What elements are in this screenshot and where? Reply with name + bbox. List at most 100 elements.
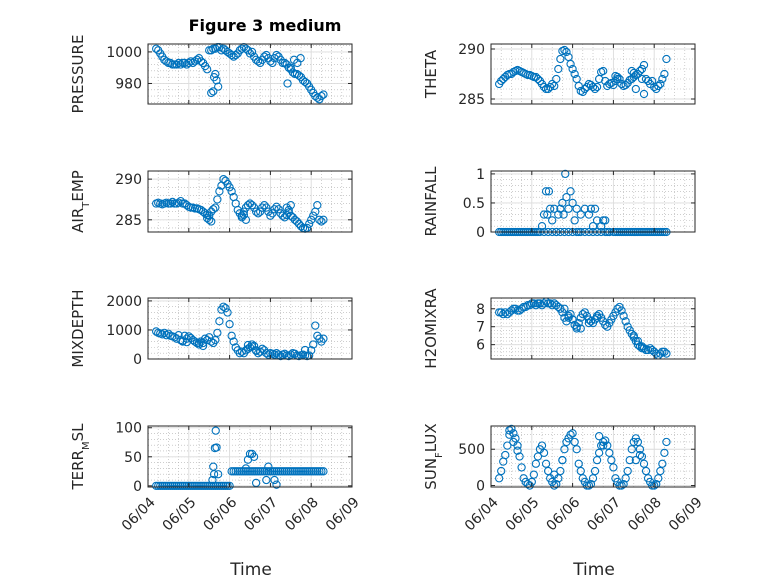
data-point: [509, 437, 518, 447]
data-point: [272, 480, 281, 489]
data-point: [584, 481, 594, 490]
data-point: [213, 328, 222, 338]
data-point: [599, 66, 608, 76]
data-point: [176, 60, 185, 69]
y-tick-label: 290: [115, 172, 142, 188]
data-point: [249, 452, 259, 461]
data-point: [576, 324, 585, 333]
y-axis-label: TERRMSL: [69, 423, 92, 491]
data-point: [592, 216, 602, 225]
data-point: [584, 210, 594, 219]
data-point: [200, 209, 210, 218]
data-point: [158, 330, 167, 339]
data-point: [635, 66, 645, 76]
data-point: [623, 466, 632, 476]
data-point: [274, 350, 283, 359]
y-axis-label: H2OMIXRA: [422, 288, 440, 369]
data-point: [219, 302, 228, 311]
y-tick-label: 0: [133, 479, 142, 495]
data-point: [315, 215, 324, 224]
data-point: [501, 450, 510, 460]
data-point: [166, 58, 175, 68]
data-point: [550, 481, 559, 490]
data-point: [566, 59, 575, 69]
data-point: [570, 69, 579, 79]
y-tick-label: 6: [476, 338, 485, 354]
data-point: [574, 459, 583, 468]
data-point: [566, 309, 575, 319]
data-point: [613, 304, 622, 313]
data-point: [262, 203, 271, 212]
data-point: [656, 79, 665, 89]
data-point: [254, 57, 263, 66]
x-tick-label: 06/09: [666, 494, 706, 534]
data-point: [209, 470, 219, 479]
data-point: [548, 301, 557, 310]
data-point: [196, 57, 206, 66]
panel-7: 0 50 100 06/04 06/05 06/06 06/07 06/08 06/09 TERR…: [69, 421, 363, 535]
data-point: [629, 68, 638, 78]
data-point: [546, 299, 555, 308]
data-point: [511, 304, 520, 313]
data-point: [639, 60, 649, 70]
y-axis-label-sub: M: [81, 441, 92, 450]
data-point: [499, 309, 508, 319]
data-point: [539, 299, 549, 308]
data-point: [562, 192, 571, 202]
data-point: [541, 187, 551, 196]
data-point: [209, 205, 218, 214]
panel-8: 0 500 06/04 06/05 06/06 06/07 06/08 06/09 SUNFLU…: [422, 423, 706, 534]
data-point: [529, 470, 538, 479]
data-point: [282, 203, 291, 212]
x-axis-label-left: Time: [229, 560, 272, 580]
data-point: [174, 331, 183, 340]
axes-box: [147, 297, 353, 360]
data-point: [215, 317, 224, 326]
data-point: [629, 331, 638, 340]
data-point: [174, 198, 183, 207]
data-point: [548, 79, 557, 89]
data-point: [548, 216, 557, 225]
y-axis-label-tail: EMP: [69, 170, 87, 201]
data-point: [272, 202, 281, 211]
data-point: [178, 336, 187, 346]
y-tick-label: 50: [124, 450, 142, 466]
data-point: [633, 437, 643, 447]
y-tick-label: 0.5: [463, 196, 485, 212]
data-point: [539, 210, 549, 219]
data-point: [539, 448, 549, 458]
y-tick-label: 1: [476, 167, 485, 183]
data-point: [597, 222, 606, 231]
x-tick-label: 06/09: [323, 494, 363, 534]
data-point: [568, 64, 577, 74]
data-point: [550, 470, 559, 479]
data-point: [209, 87, 218, 96]
data-point: [560, 45, 569, 55]
data-point: [658, 459, 667, 468]
data-point: [211, 44, 220, 53]
data-point: [554, 302, 563, 312]
data-point: [662, 437, 671, 447]
data-point: [237, 44, 246, 53]
data-point: [654, 81, 663, 91]
data-point: [662, 349, 671, 358]
data-point: [635, 450, 645, 460]
data-point: [560, 445, 569, 454]
data-point: [313, 201, 322, 210]
data-point: [637, 452, 647, 461]
x-tick-label: 06/06: [200, 494, 240, 534]
data-point: [652, 349, 661, 358]
data-point: [180, 58, 189, 68]
data-point: [186, 57, 195, 66]
data-point: [617, 481, 626, 490]
data-point: [631, 84, 640, 94]
data-point: [182, 338, 191, 347]
data-point: [152, 44, 161, 53]
data-point: [319, 90, 328, 99]
data-point: [211, 203, 220, 212]
data-point: [309, 340, 318, 349]
data-point: [270, 475, 279, 485]
data-point: [247, 201, 257, 210]
data-point: [609, 463, 618, 472]
